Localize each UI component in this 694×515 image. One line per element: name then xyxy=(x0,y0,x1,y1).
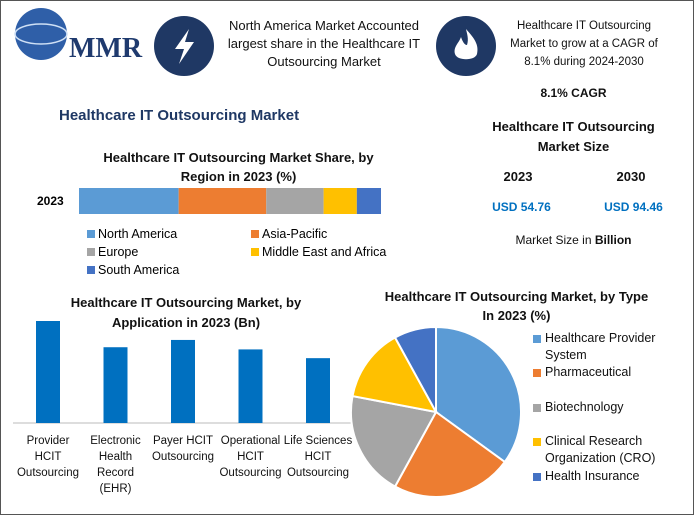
chart-title: Healthcare IT Outsourcing Market Share, … xyxy=(103,150,374,184)
size-value: USD 54.76 xyxy=(492,200,551,214)
info-text: North America Market Accounted largest s… xyxy=(227,18,421,69)
legend-swatch xyxy=(533,438,541,446)
logo-text: MMR xyxy=(69,33,143,64)
logo-orbit xyxy=(14,23,68,45)
bar-segment xyxy=(323,188,357,214)
legend-swatch xyxy=(251,248,259,256)
legend-label: Biotechnology xyxy=(545,400,624,414)
pie-slice xyxy=(351,336,438,414)
bolt xyxy=(175,29,194,64)
year: 2023 xyxy=(503,169,533,184)
pie-slice xyxy=(435,325,522,464)
bar xyxy=(103,347,128,423)
pie-slice xyxy=(350,394,438,488)
main-title: Healthcare IT Outsourcing Market xyxy=(59,107,300,124)
legend-label: Europe xyxy=(98,245,138,259)
year: 2030 xyxy=(616,169,646,184)
legend-swatch xyxy=(87,230,95,238)
legend-label: North America xyxy=(98,227,177,241)
x-tick-label: Electronic Health Record (EHR) xyxy=(90,435,141,495)
x-tick-label: Life Sciences HCIT Outsourcing xyxy=(283,435,353,479)
legend-swatch xyxy=(533,335,541,343)
legend-label: Asia-Pacific xyxy=(262,227,327,241)
legend-label: Healthcare Provider System xyxy=(545,331,656,362)
legend-swatch xyxy=(87,248,95,256)
legend-swatch xyxy=(251,230,259,238)
chart-title: Healthcare IT Outsourcing Market, by Typ… xyxy=(384,289,649,323)
legend-label: Health Insurance xyxy=(545,469,640,483)
legend-swatch xyxy=(533,473,541,481)
size-title: Healthcare IT Outsourcing Market Size xyxy=(492,119,655,154)
legend-label: Clinical Research Organization (CRO) xyxy=(545,434,656,465)
bar xyxy=(171,339,195,423)
bar-segment xyxy=(178,188,267,214)
bar-segment xyxy=(79,188,179,214)
bar xyxy=(238,349,263,423)
x-tick-label: Provider HCIT Outsourcing xyxy=(16,435,79,479)
logo-globe xyxy=(15,8,67,60)
bar xyxy=(36,321,60,423)
flame xyxy=(454,29,478,60)
info-text: Healthcare IT Outsourcing Market to grow… xyxy=(510,20,658,68)
legend-swatch xyxy=(533,369,541,377)
size-note: Market Size in Billion xyxy=(491,233,656,247)
legend-label: Middle East and Africa xyxy=(262,245,386,259)
legend-label: South America xyxy=(98,263,179,277)
note-unit: Billion xyxy=(594,233,632,247)
x-tick-label: Operational HCIT Outsourcing xyxy=(219,435,282,479)
pie-slice xyxy=(393,325,437,413)
legend-label: Pharmaceutical xyxy=(545,365,632,379)
bar-segment xyxy=(266,188,324,214)
chart-title: Healthcare IT Outsourcing Market, by App… xyxy=(70,295,302,330)
legend-swatch xyxy=(87,266,95,274)
note: Market Size in xyxy=(515,233,592,247)
legend-swatch xyxy=(533,404,541,412)
cagr: 8.1% CAGR xyxy=(540,86,607,100)
bar xyxy=(306,358,330,423)
pie-slice xyxy=(393,410,507,498)
x-tick-label: Payer HCIT Outsourcing xyxy=(151,435,214,463)
bar-segment xyxy=(356,188,381,214)
size-value: USD 94.46 xyxy=(604,200,663,214)
category-label: 2023 xyxy=(37,194,64,208)
